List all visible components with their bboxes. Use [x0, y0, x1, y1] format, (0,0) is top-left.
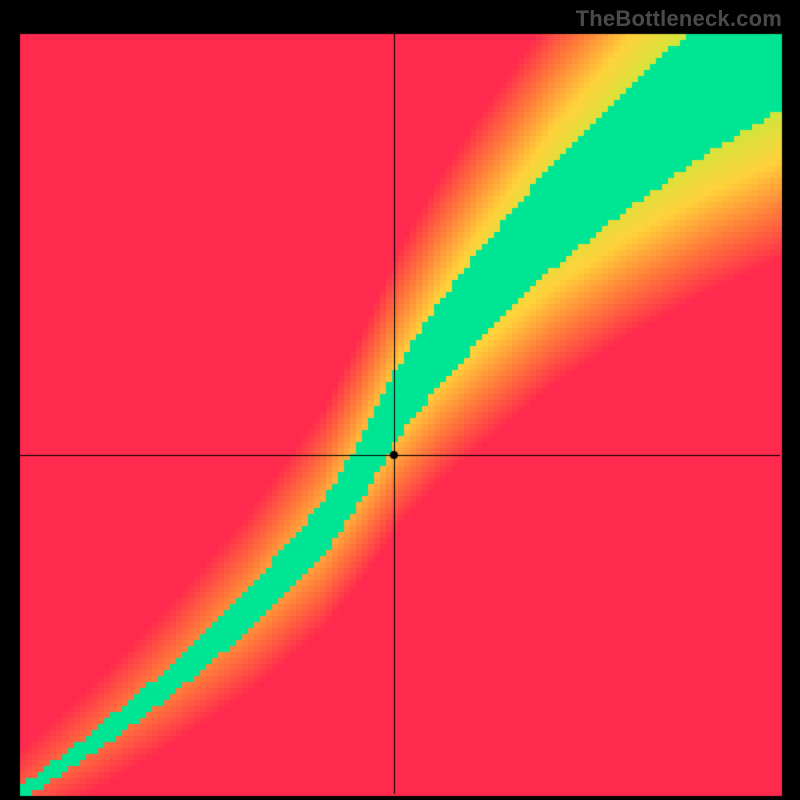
heatmap-canvas	[0, 0, 800, 800]
chart-container: TheBottleneck.com	[0, 0, 800, 800]
watermark-text: TheBottleneck.com	[576, 6, 782, 32]
